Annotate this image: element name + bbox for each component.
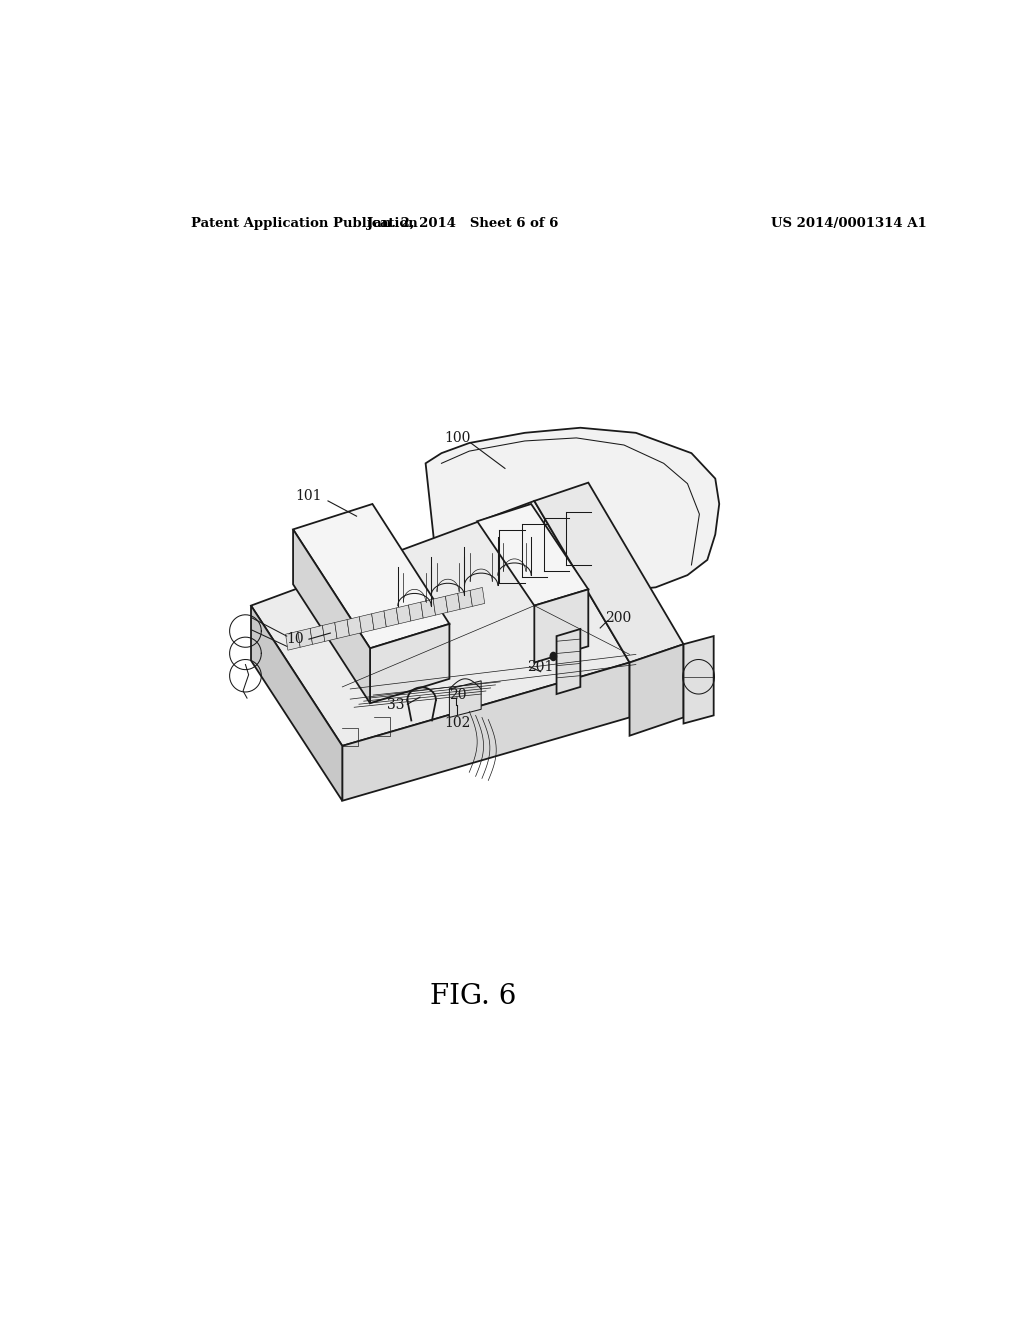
- Polygon shape: [450, 681, 481, 718]
- Polygon shape: [384, 609, 398, 627]
- Text: 200: 200: [605, 611, 632, 624]
- Polygon shape: [426, 428, 719, 595]
- Text: 101: 101: [296, 488, 323, 503]
- Text: 102: 102: [444, 715, 471, 730]
- Circle shape: [550, 652, 557, 660]
- Polygon shape: [342, 663, 630, 801]
- Polygon shape: [251, 606, 342, 801]
- Polygon shape: [293, 529, 370, 704]
- Polygon shape: [347, 616, 361, 636]
- Polygon shape: [251, 500, 630, 746]
- Polygon shape: [470, 587, 484, 606]
- Polygon shape: [433, 597, 447, 615]
- Text: Patent Application Publication: Patent Application Publication: [191, 218, 418, 231]
- Polygon shape: [409, 602, 423, 620]
- Polygon shape: [310, 626, 325, 644]
- Polygon shape: [298, 628, 312, 647]
- Polygon shape: [286, 631, 300, 651]
- Text: Jan. 2, 2014   Sheet 6 of 6: Jan. 2, 2014 Sheet 6 of 6: [368, 218, 558, 231]
- Polygon shape: [630, 644, 684, 735]
- Polygon shape: [335, 619, 349, 639]
- Text: 33: 33: [387, 698, 404, 713]
- Text: 201: 201: [527, 660, 554, 673]
- Text: US 2014/0001314 A1: US 2014/0001314 A1: [771, 218, 927, 231]
- Polygon shape: [293, 504, 450, 648]
- Polygon shape: [396, 605, 411, 624]
- Polygon shape: [477, 504, 588, 606]
- Polygon shape: [372, 611, 386, 630]
- Text: 10: 10: [286, 632, 303, 647]
- Polygon shape: [535, 483, 684, 663]
- Polygon shape: [421, 599, 435, 618]
- Polygon shape: [684, 636, 714, 723]
- Text: 20: 20: [449, 688, 466, 702]
- Polygon shape: [535, 589, 588, 663]
- Polygon shape: [323, 623, 337, 642]
- Polygon shape: [458, 590, 472, 610]
- Polygon shape: [370, 624, 450, 704]
- Polygon shape: [359, 614, 374, 632]
- Text: 100: 100: [444, 430, 471, 445]
- Polygon shape: [557, 630, 581, 694]
- Text: FIG. 6: FIG. 6: [430, 983, 516, 1010]
- Polygon shape: [445, 593, 460, 612]
